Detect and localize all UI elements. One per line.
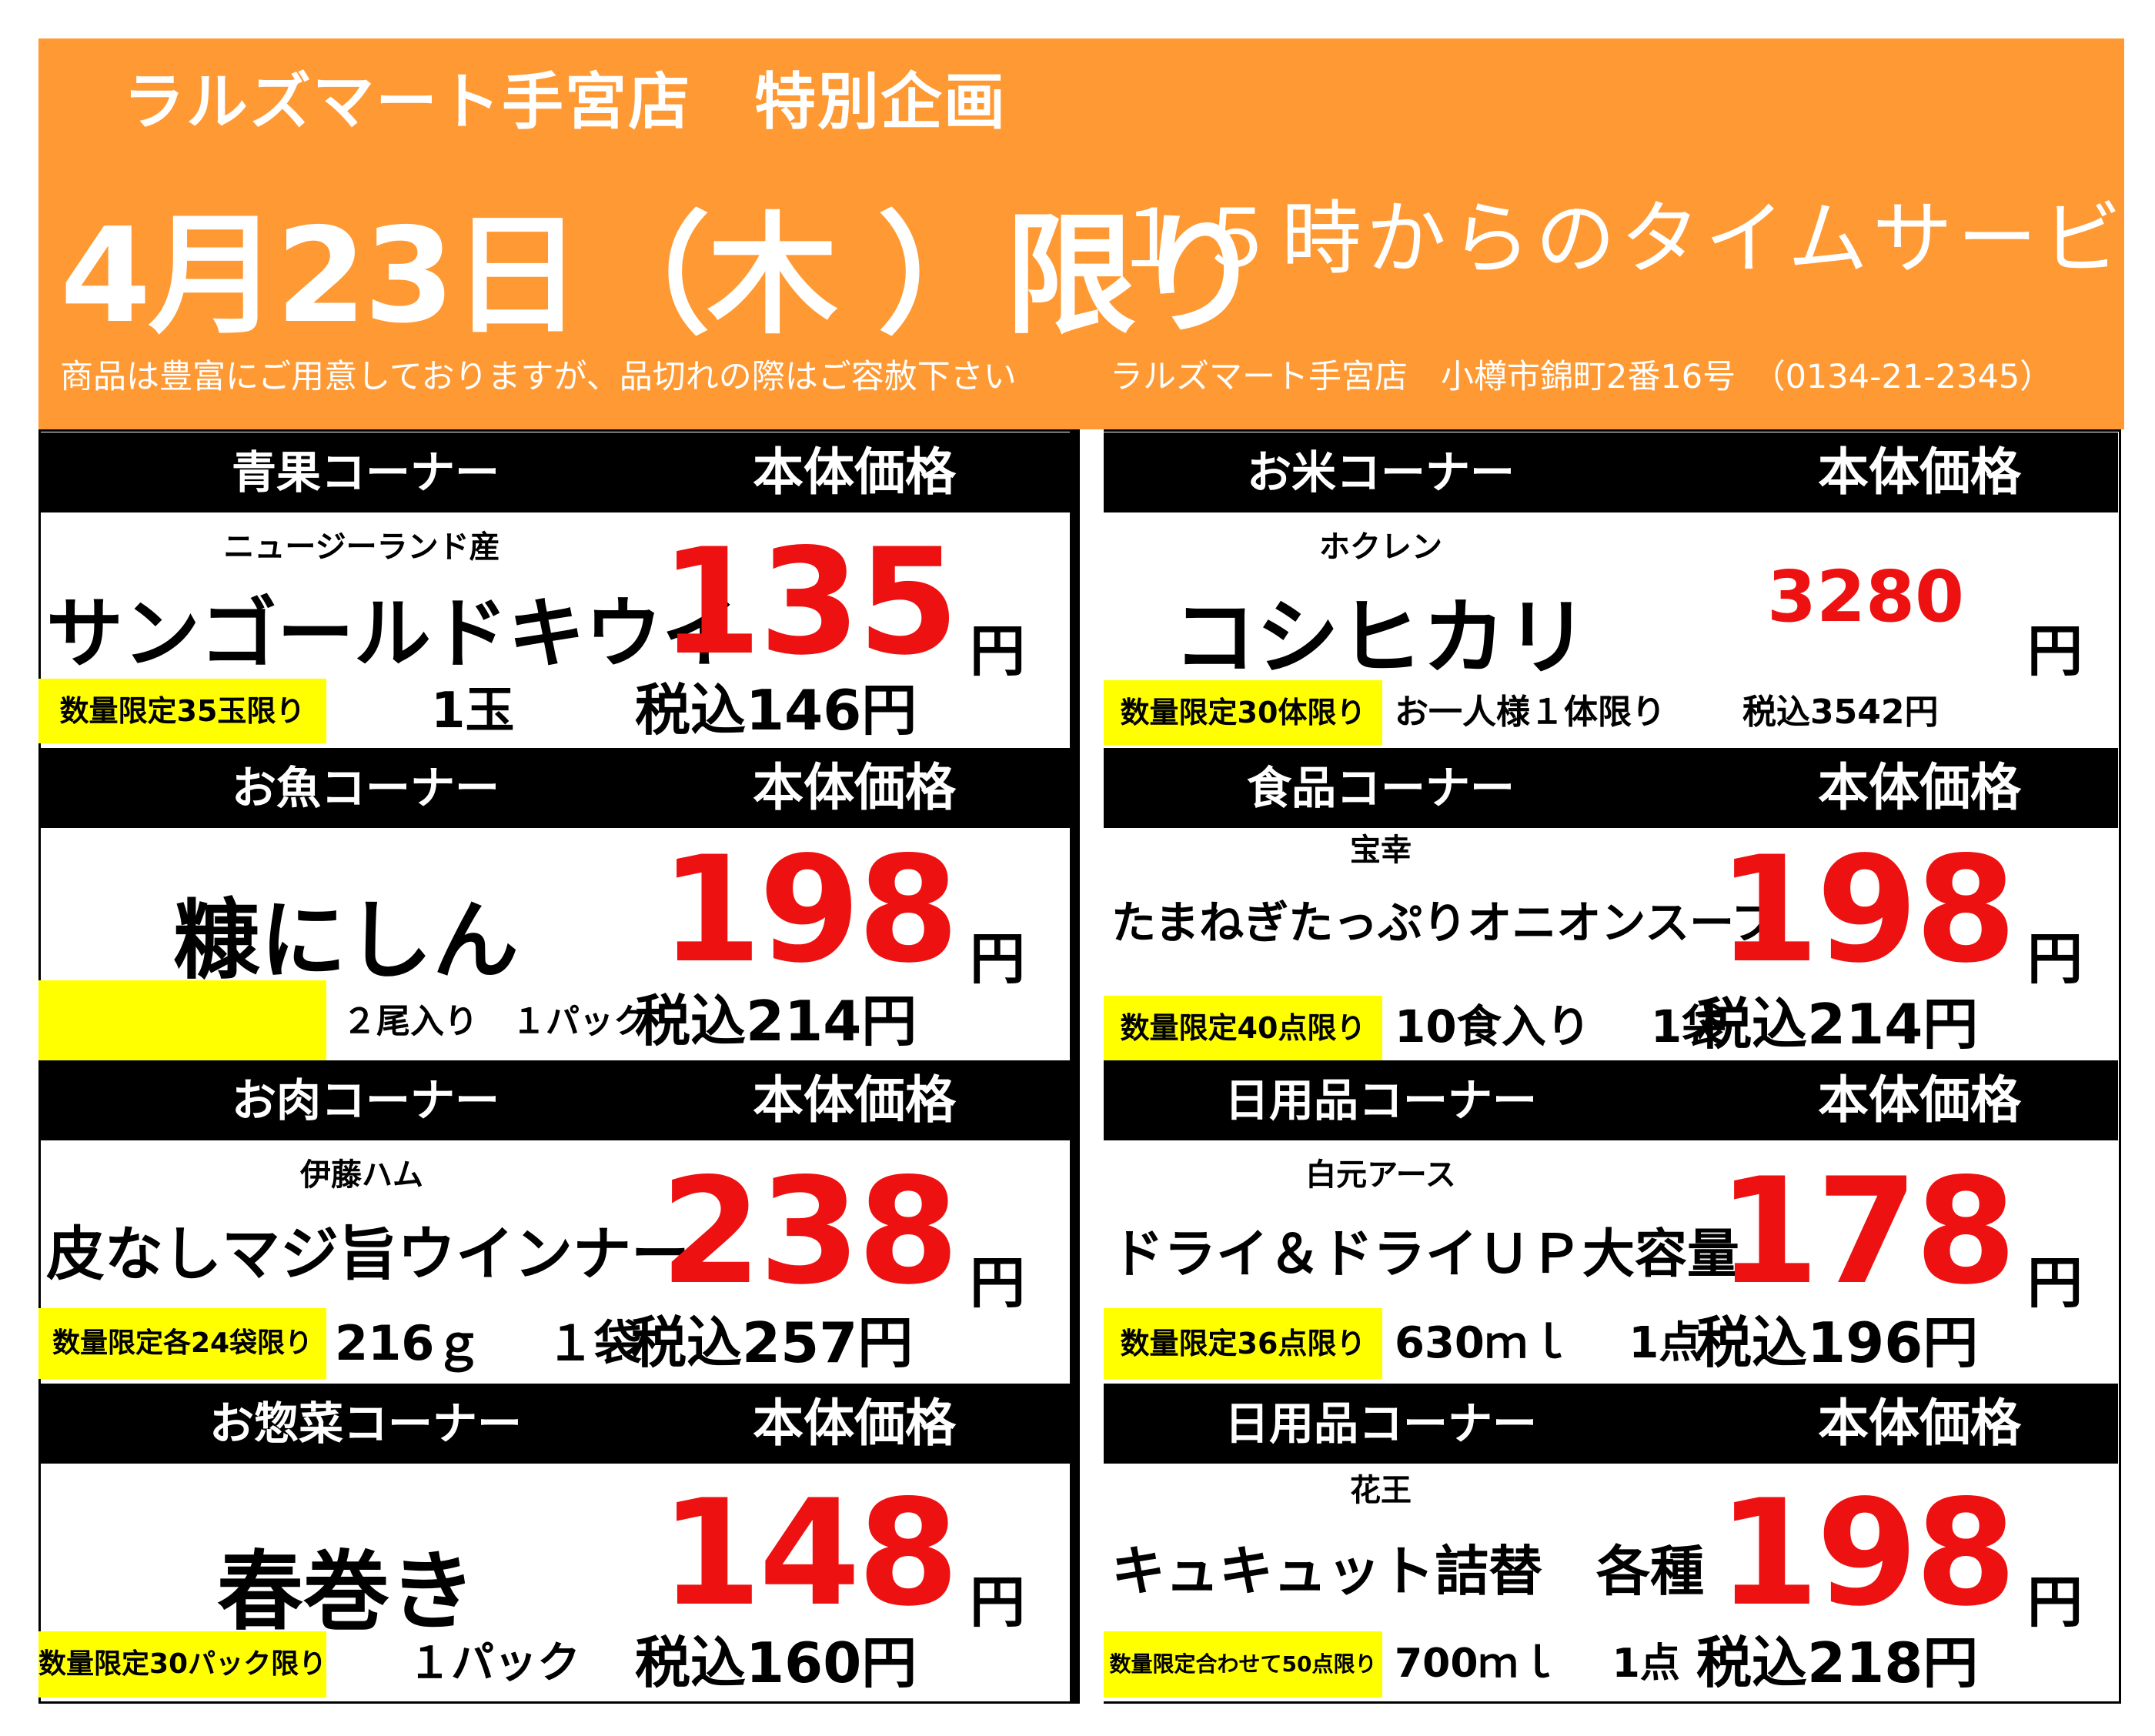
corner-name: お肉コーナー xyxy=(231,1074,499,1127)
product-price: 135 xyxy=(660,517,960,687)
section-fish: お魚コーナー 本体価格 糠にしん 198 円 ２尾入り １パック 税込214円 xyxy=(38,748,1070,1060)
corner-bar: お惣菜コーナー 本体価格 xyxy=(38,1384,1070,1464)
corner-name: お惣菜コーナー xyxy=(209,1397,522,1450)
brand-label: 白元アース xyxy=(1305,1157,1456,1193)
product-spec: ２尾入り １パック xyxy=(342,1002,647,1041)
corner-name: 食品コーナー xyxy=(1246,762,1515,814)
section-household-2: 日用品コーナー 本体価格 花王 キュキュット詰替 各種 198 円 数量限定合わ… xyxy=(1104,1384,2118,1702)
brand-label: 宝幸 xyxy=(1350,833,1412,868)
yen-unit: 円 xyxy=(970,1570,1026,1634)
corner-name: お魚コーナー xyxy=(231,762,499,814)
quantity-limit-badge: 数量限定30パック限り xyxy=(38,1631,326,1698)
column-gap xyxy=(1078,429,1104,1704)
tax-included-price: 税込160円 xyxy=(635,1631,917,1695)
quantity-limit-badge: 数量限定30体限り xyxy=(1104,680,1382,745)
yen-unit: 円 xyxy=(2027,926,2083,991)
product-price: 148 xyxy=(660,1468,960,1638)
product-name: 春巻き xyxy=(217,1542,476,1642)
yen-unit: 円 xyxy=(970,1250,1026,1315)
product-name: キュキュット詰替 各種 xyxy=(1111,1540,1704,1603)
yen-unit: 円 xyxy=(2027,619,2083,683)
corner-bar: 青果コーナー 本体価格 xyxy=(38,432,1070,512)
tax-included-price: 税込146円 xyxy=(635,678,917,743)
product-name: たまねぎたっぷりオニオンスープ xyxy=(1111,896,1776,949)
tax-included-price: 税込196円 xyxy=(1696,1310,1979,1375)
price-label: 本体価格 xyxy=(1818,1394,2021,1453)
tax-included-price: 税込214円 xyxy=(1696,992,1979,1057)
quantity-limit-badge xyxy=(38,980,326,1060)
quantity-limit-badge: 数量限定40点限り xyxy=(1104,996,1382,1060)
product-spec: 10食入り 1袋 xyxy=(1395,1000,1727,1053)
product-price: 3280 xyxy=(1766,556,1965,638)
product-name: 糠にしん xyxy=(174,891,519,991)
quantity-limit-badge: 数量限定各24袋限り xyxy=(38,1308,326,1379)
product-spec: 700ｍｌ 1点 xyxy=(1395,1641,1680,1687)
product-price: 198 xyxy=(1717,825,2017,995)
section-deli: お惣菜コーナー 本体価格 春巻き 148 円 数量限定30パック限り １パック … xyxy=(38,1384,1070,1702)
product-name: 皮なしマジ旨ウインナー xyxy=(46,1220,690,1288)
corner-name: 日用品コーナー xyxy=(1224,1074,1537,1127)
yen-unit: 円 xyxy=(970,926,1026,991)
price-label: 本体価格 xyxy=(753,1070,956,1130)
corner-bar: お魚コーナー 本体価格 xyxy=(38,748,1070,828)
section-household: 日用品コーナー 本体価格 白元アース ドライ＆ドライＵＰ大容量 178 円 数量… xyxy=(1104,1060,2118,1384)
quantity-limit-badge: 数量限定35玉限り xyxy=(38,679,326,743)
tax-included-price: 税込218円 xyxy=(1696,1631,1979,1695)
section-food: 食品コーナー 本体価格 宝幸 たまねぎたっぷりオニオンスープ 198 円 数量限… xyxy=(1104,748,2118,1060)
stock-notice: 商品は豊富にご用意しておりますが、品切れの際はご容赦下さい xyxy=(60,358,1017,396)
corner-bar: お米コーナー 本体価格 xyxy=(1104,432,2118,512)
product-spec: 630ｍｌ 1点 xyxy=(1395,1318,1702,1368)
price-label: 本体価格 xyxy=(753,442,956,502)
quantity-limit-badge: 数量限定合わせて50点限り xyxy=(1104,1631,1382,1698)
brand-label: ホクレン xyxy=(1319,529,1442,565)
price-label: 本体価格 xyxy=(1818,1070,2021,1130)
product-spec: 216ｇ １袋 xyxy=(335,1315,643,1371)
product-name: ドライ＆ドライＵＰ大容量 xyxy=(1111,1224,1740,1285)
product-price: 238 xyxy=(660,1147,960,1317)
section-meat: お肉コーナー 本体価格 伊藤ハム 皮なしマジ旨ウインナー 238 円 数量限定各… xyxy=(38,1060,1070,1384)
yen-unit: 円 xyxy=(2027,1570,2083,1634)
brand-label: 伊藤ハム xyxy=(300,1157,423,1193)
product-price: 178 xyxy=(1717,1147,2017,1317)
brand-label: 花王 xyxy=(1350,1473,1412,1508)
header-banner: ラルズマート手宮店 特別企画 4月23日（木 ）限り １５時からのタイムサービス… xyxy=(38,38,2155,429)
product-name: コシヒカリ xyxy=(1172,590,1589,686)
product-spec: 1玉 xyxy=(431,683,515,739)
corner-name: 日用品コーナー xyxy=(1224,1397,1537,1450)
column-divider xyxy=(1070,429,1078,1704)
corner-bar: 食品コーナー 本体価格 xyxy=(1104,748,2118,828)
time-service-heading: １５時からのタイムサービス xyxy=(1112,192,2155,285)
sale-date: 4月23日（木 ）限り xyxy=(60,200,1264,352)
corner-bar: お肉コーナー 本体価格 xyxy=(38,1060,1070,1140)
yen-unit: 円 xyxy=(970,619,1026,683)
store-info: ラルズマート手宮店 小樽市錦町2番16号 （0134-21-2345） xyxy=(1110,358,2053,396)
product-spec: １パック xyxy=(408,1638,580,1688)
corner-bar: 日用品コーナー 本体価格 xyxy=(1104,1384,2118,1464)
section-rice: お米コーナー 本体価格 ホクレン コシヒカリ 3280 円 数量限定30体限り … xyxy=(1104,432,2118,748)
yen-unit: 円 xyxy=(2027,1250,2083,1315)
section-produce: 青果コーナー 本体価格 ニュージーランド産 サンゴールドキウイ 135 円 数量… xyxy=(38,432,1070,748)
price-label: 本体価格 xyxy=(1818,758,2021,817)
product-price: 198 xyxy=(660,825,960,995)
quantity-limit-badge: 数量限定36点限り xyxy=(1104,1308,1382,1379)
tax-included-price: 税込214円 xyxy=(635,989,917,1053)
corner-name: 青果コーナー xyxy=(231,446,499,499)
product-spec: お一人様１体限り xyxy=(1395,693,1666,732)
product-price: 198 xyxy=(1717,1468,2017,1638)
price-label: 本体価格 xyxy=(753,1394,956,1453)
brand-label: ニュージーランド産 xyxy=(223,529,500,565)
flyer-title: ラルズマート手宮店 特別企画 xyxy=(123,66,1007,138)
tax-included-price: 税込3542円 xyxy=(1742,693,1939,732)
product-name: サンゴールドキウイ xyxy=(46,589,739,679)
corner-bar: 日用品コーナー 本体価格 xyxy=(1104,1060,2118,1140)
tax-included-price: 税込257円 xyxy=(631,1310,914,1375)
price-label: 本体価格 xyxy=(753,758,956,817)
price-label: 本体価格 xyxy=(1818,442,2021,502)
corner-name: お米コーナー xyxy=(1246,446,1515,499)
